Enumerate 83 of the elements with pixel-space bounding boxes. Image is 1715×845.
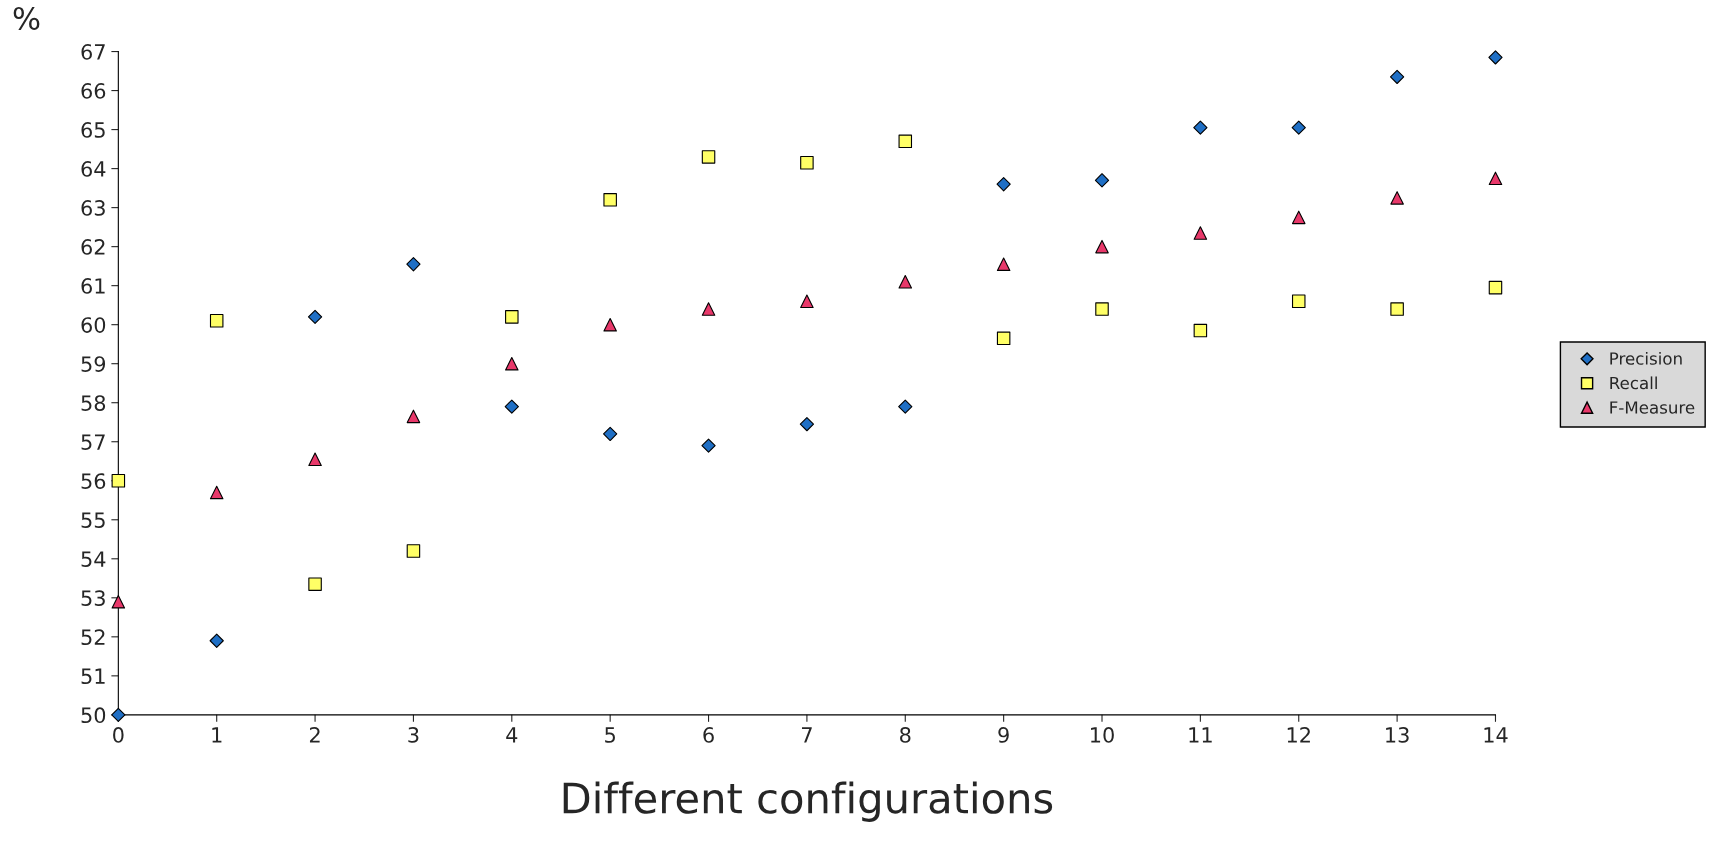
x-tick-label: 9 [998,727,1009,743]
y-tick-label: 67 [81,44,105,60]
point [209,485,224,500]
point [505,310,519,324]
legend-label: Recall [1610,376,1657,390]
point [1389,69,1405,85]
point [406,544,421,558]
legend-label: Precision [1610,351,1682,365]
y-axis-title: % [13,6,40,30]
point [505,356,519,371]
point [996,257,1011,271]
y-tick-label: 66 [81,83,106,99]
x-tick-label: 0 [113,727,124,743]
y-tick-label: 55 [81,512,105,528]
y-tick-label: 52 [81,629,105,646]
point [996,331,1011,346]
point [701,150,716,164]
x-axis-title: Different configurations [563,781,1053,822]
point [603,193,617,207]
point [406,257,421,272]
y-tick-label: 54 [81,551,106,567]
point [111,707,126,723]
point [1291,120,1306,135]
point [209,314,224,328]
point [111,473,126,488]
point [1095,239,1109,254]
point [701,438,716,453]
y-tick-label: 60 [81,317,106,333]
point [800,294,814,309]
x-tick-label: 6 [703,727,714,743]
y-tick-label: 65 [81,122,105,138]
y-tick-label: 56 [81,473,106,489]
point [1390,191,1404,205]
y-tick-label: 59 [81,356,106,372]
point [996,177,1011,192]
point [1291,210,1306,225]
x-tick-label: 12 [1287,727,1310,743]
point [1193,226,1208,240]
y-tick-label: 61 [81,278,105,294]
y-tick-label: 51 [81,668,105,685]
point [603,317,617,332]
point [1291,294,1306,309]
x-tick-label: 3 [408,727,419,743]
point [898,274,913,289]
point [799,417,815,432]
point [307,309,323,325]
point [504,399,519,414]
point [800,155,814,170]
point [603,426,618,442]
x-tick-label: 8 [900,727,911,743]
point [1488,50,1503,65]
point [1390,302,1404,316]
legend-label: F-Measure [1610,401,1695,414]
y-tick-label: 63 [81,200,105,216]
point [1095,302,1109,316]
point [1094,173,1110,188]
x-tick-label: 11 [1189,727,1212,743]
y-tick-label: 50 [81,707,106,724]
y-tick-label: 58 [81,395,106,411]
point [308,577,322,591]
point [1488,280,1503,295]
point [1193,120,1208,135]
x-tick-label: 5 [605,727,615,743]
x-tick-label: 1 [212,727,222,743]
point [898,134,913,149]
point [701,302,716,316]
point [308,452,322,467]
x-tick-label: 7 [801,727,812,743]
y-tick-label: 57 [81,434,105,450]
x-tick-label: 10 [1091,727,1114,743]
point [209,633,224,648]
y-tick-label: 53 [81,590,105,607]
y-tick-label: 64 [81,161,106,177]
y-tick-label: 62 [81,239,105,255]
x-tick-label: 13 [1386,727,1409,743]
x-tick-label: 2 [309,727,320,743]
x-tick-label: 4 [506,727,518,743]
point [111,594,126,609]
point [1193,323,1208,338]
x-tick-label: 14 [1484,727,1508,743]
point [406,409,421,424]
point [898,399,913,414]
point [1488,171,1503,186]
